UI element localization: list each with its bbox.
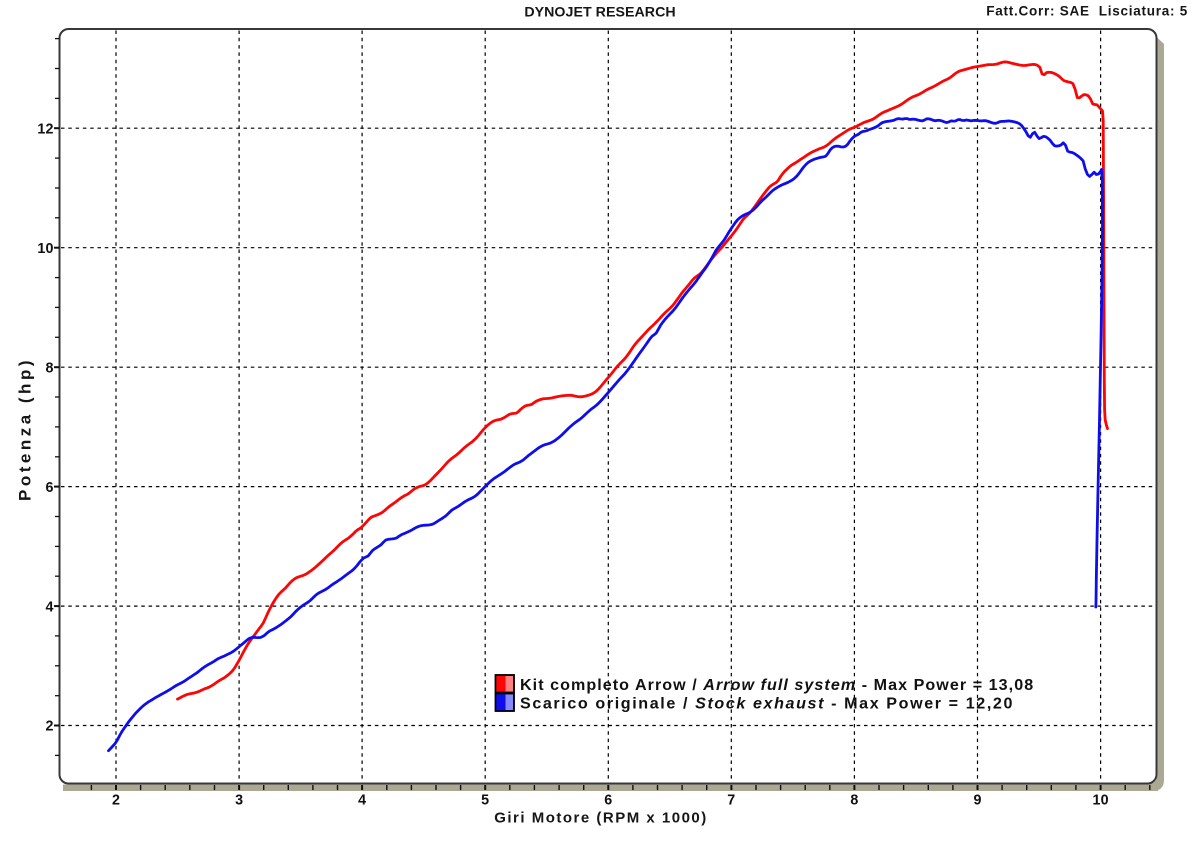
- svg-text:2: 2: [112, 792, 120, 808]
- svg-text:4: 4: [358, 792, 366, 808]
- svg-text:6: 6: [604, 792, 612, 808]
- svg-text:Kit completo Arrow / Arrow ful: Kit completo Arrow / Arrow full system -…: [520, 676, 1034, 694]
- svg-text:10: 10: [37, 241, 53, 257]
- svg-text:12: 12: [37, 121, 53, 137]
- svg-text:Scarico originale / Stock exha: Scarico originale / Stock exhaust - Max …: [520, 695, 1014, 713]
- svg-text:9: 9: [973, 792, 981, 808]
- svg-text:2: 2: [45, 719, 53, 735]
- svg-text:6: 6: [45, 480, 53, 496]
- svg-text:Potenza (hp): Potenza (hp): [16, 357, 35, 501]
- svg-text:7: 7: [727, 792, 735, 808]
- svg-text:DYNOJET RESEARCH: DYNOJET RESEARCH: [524, 5, 675, 21]
- svg-text:4: 4: [45, 599, 53, 615]
- svg-text:8: 8: [850, 792, 858, 808]
- svg-text:8: 8: [45, 360, 53, 376]
- svg-text:5: 5: [481, 792, 489, 808]
- svg-text:10: 10: [1093, 792, 1109, 808]
- svg-text:3: 3: [235, 792, 243, 808]
- svg-text:Giri Motore (RPM x 1000): Giri Motore (RPM x 1000): [494, 810, 708, 827]
- svg-text:Fatt.Corr: SAE Lisciatura: 5: Fatt.Corr: SAE Lisciatura: 5: [986, 4, 1188, 19]
